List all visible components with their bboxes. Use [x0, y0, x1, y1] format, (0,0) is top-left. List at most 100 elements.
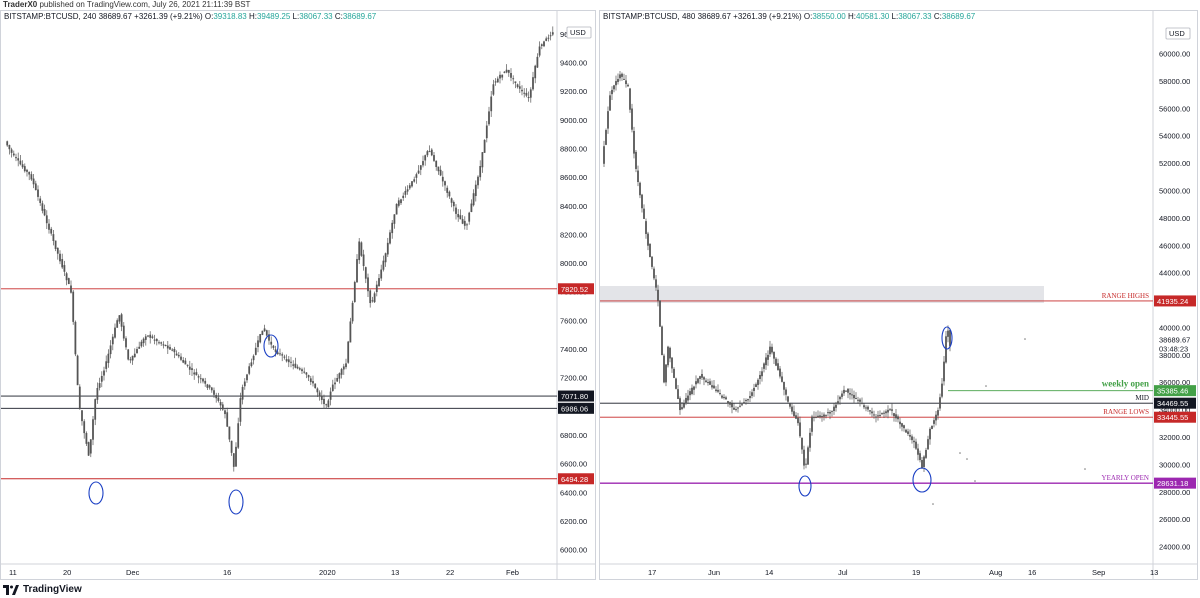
candle-body — [59, 253, 61, 262]
candle-body — [889, 409, 891, 411]
price-level-tag-label: 6986.06 — [561, 404, 588, 413]
price-tick-label: 28000.00 — [1159, 488, 1190, 497]
left-chart-canvas[interactable]: 9600.009400.009200.009000.008800.008600.… — [1, 11, 596, 580]
candle-body — [364, 267, 367, 279]
candle-body — [180, 356, 182, 360]
candle-body — [693, 386, 695, 390]
candle-body — [695, 381, 697, 385]
price-tick-label: 8200.00 — [560, 230, 587, 239]
candle-body — [171, 349, 174, 351]
candle-body — [111, 336, 114, 345]
candle-body — [735, 409, 737, 411]
left-chart-panel[interactable]: 9600.009400.009200.009000.008800.008600.… — [0, 10, 596, 580]
annotation-circle — [263, 334, 279, 358]
candle-body — [781, 376, 783, 382]
candle-body — [659, 300, 661, 327]
left-last-value: 38689.67 — [98, 12, 132, 21]
price-tick-label: 8400.00 — [560, 202, 587, 211]
candle-body — [745, 400, 747, 402]
candle-body — [837, 401, 839, 404]
candle-body — [691, 387, 693, 394]
price-tick-label: 48000.00 — [1159, 214, 1190, 223]
left-open: 39318.83 — [213, 12, 247, 21]
candle-body — [105, 361, 108, 369]
candle-body — [81, 410, 83, 422]
candle-body — [318, 392, 321, 397]
candle-body — [470, 203, 473, 213]
candle-body — [857, 399, 859, 401]
candle-body — [647, 233, 649, 246]
level-name-label: YEARLY OPEN — [1102, 474, 1149, 482]
candle-body — [263, 328, 266, 332]
candle-body — [349, 321, 352, 343]
candle-body — [389, 232, 391, 244]
candle-body — [499, 74, 501, 79]
right-chart-panel[interactable]: 60000.00 58000.00 56000.00 54000.00 52000.00… — [599, 10, 1198, 580]
candle-body — [605, 130, 607, 145]
candle-body — [85, 433, 88, 444]
candle-body — [393, 214, 396, 224]
candle-body — [23, 166, 26, 172]
candle-body — [761, 371, 763, 377]
candle-body — [501, 74, 504, 78]
candle-body — [98, 383, 101, 388]
candle-body — [32, 178, 35, 185]
candle-body — [897, 416, 899, 420]
candle-body — [747, 399, 749, 401]
candle-body — [481, 152, 484, 168]
candle-body — [673, 368, 675, 378]
left-symbol[interactable]: BITSTAMP:BTCUSD, 240 — [4, 12, 97, 21]
price-level-tag-label: 28631.18 — [1157, 479, 1188, 488]
price-tick-label: 60000.00 — [1159, 50, 1190, 59]
candle-body — [521, 89, 523, 92]
candle-body — [815, 416, 817, 418]
currency-label: USD — [1169, 29, 1185, 38]
candle-body — [685, 397, 687, 404]
candle-body — [243, 381, 246, 387]
range-highs-zone — [600, 286, 1044, 303]
candle-body — [655, 279, 657, 288]
candle-body — [400, 199, 402, 204]
tradingview-footer[interactable]: TradingView — [3, 584, 82, 595]
candle-body — [215, 394, 218, 399]
candle-body — [166, 345, 169, 349]
candle-body — [843, 389, 845, 394]
candle-body — [613, 85, 615, 90]
time-tick-label: 20 — [63, 568, 71, 577]
currency-badge — [1165, 27, 1191, 40]
candle-body — [441, 176, 444, 182]
time-tick-label: 13 — [1150, 568, 1158, 577]
candle-body — [653, 268, 655, 279]
price-tick-label: 7200.00 — [560, 374, 587, 383]
candle-body — [477, 176, 479, 186]
price-tick-label: 6200.00 — [560, 517, 587, 526]
candle-body — [861, 402, 863, 404]
annotation-circle — [88, 481, 104, 505]
right-symbol[interactable]: BITSTAMP:BTCUSD, 480 — [603, 12, 696, 21]
candle-body — [70, 285, 72, 293]
candle-body — [206, 384, 209, 388]
candle-body — [743, 402, 745, 404]
candle-body — [833, 406, 835, 411]
candle-body — [771, 346, 773, 353]
candle-body — [739, 405, 741, 407]
candle-body — [915, 441, 917, 449]
candle-body — [347, 341, 350, 363]
price-tick-label: 8000.00 — [560, 259, 587, 268]
candle-body — [821, 415, 823, 417]
candle-body — [536, 56, 539, 68]
time-tick-label: 19 — [912, 568, 920, 577]
candle-body — [41, 203, 44, 211]
candle-body — [314, 383, 317, 389]
candle-body — [199, 378, 202, 380]
candle-body — [413, 179, 416, 182]
level-name-label: RANGE LOWS — [1103, 408, 1149, 416]
right-chart-canvas[interactable]: 60000.00 58000.00 56000.00 54000.00 52000.00… — [600, 11, 1198, 580]
time-tick-label: 2020 — [319, 568, 336, 577]
candle-body — [947, 330, 949, 337]
candle-body — [681, 407, 683, 410]
candle-body — [103, 370, 105, 376]
candle-body — [329, 391, 332, 400]
candle-body — [727, 401, 729, 404]
candle-body — [325, 404, 328, 406]
